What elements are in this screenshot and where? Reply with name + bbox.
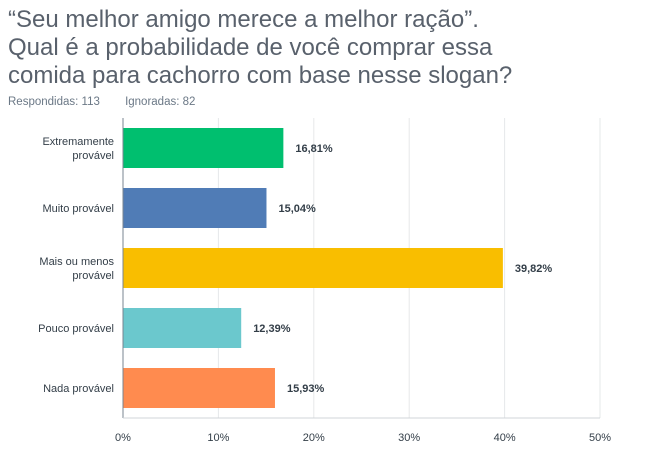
answered-count: Respondidas: 113 — [8, 96, 100, 108]
bar — [123, 188, 267, 228]
value-label: 15,93% — [287, 383, 325, 395]
x-tick-label: 20% — [303, 432, 325, 444]
bar — [123, 128, 284, 168]
category-label: provável — [72, 270, 114, 282]
x-tick-label: 0% — [115, 432, 131, 444]
x-tick-label: 40% — [494, 432, 516, 444]
title-line-3: comida para cachorro com base nesse slog… — [8, 62, 513, 89]
category-label: provável — [72, 150, 114, 162]
bar — [123, 308, 242, 348]
title-line-1: “Seu melhor amigo merece a melhor ração”… — [8, 6, 479, 33]
x-tick-label: 10% — [207, 432, 229, 444]
category-label: Muito provável — [42, 203, 114, 215]
response-stats: Respondidas: 113 Ignoradas: 82 — [8, 96, 217, 108]
category-label: Pouco provável — [38, 323, 114, 335]
category-label: Extremamente — [42, 136, 114, 148]
value-label: 12,39% — [253, 323, 291, 335]
question-title: “Seu melhor amigo merece a melhor ração”… — [8, 6, 648, 90]
bar — [123, 368, 275, 408]
x-tick-label: 50% — [589, 432, 611, 444]
category-label: Mais ou menos — [39, 256, 114, 268]
x-tick-label: 30% — [398, 432, 420, 444]
bar — [123, 248, 503, 288]
value-label: 16,81% — [295, 143, 333, 155]
category-label: Nada provável — [43, 383, 114, 395]
title-line-2: Qual é a probabilidade de você comprar e… — [8, 34, 493, 61]
value-label: 15,04% — [278, 203, 316, 215]
skipped-count: Ignoradas: 82 — [125, 96, 196, 108]
value-label: 39,82% — [515, 263, 553, 275]
